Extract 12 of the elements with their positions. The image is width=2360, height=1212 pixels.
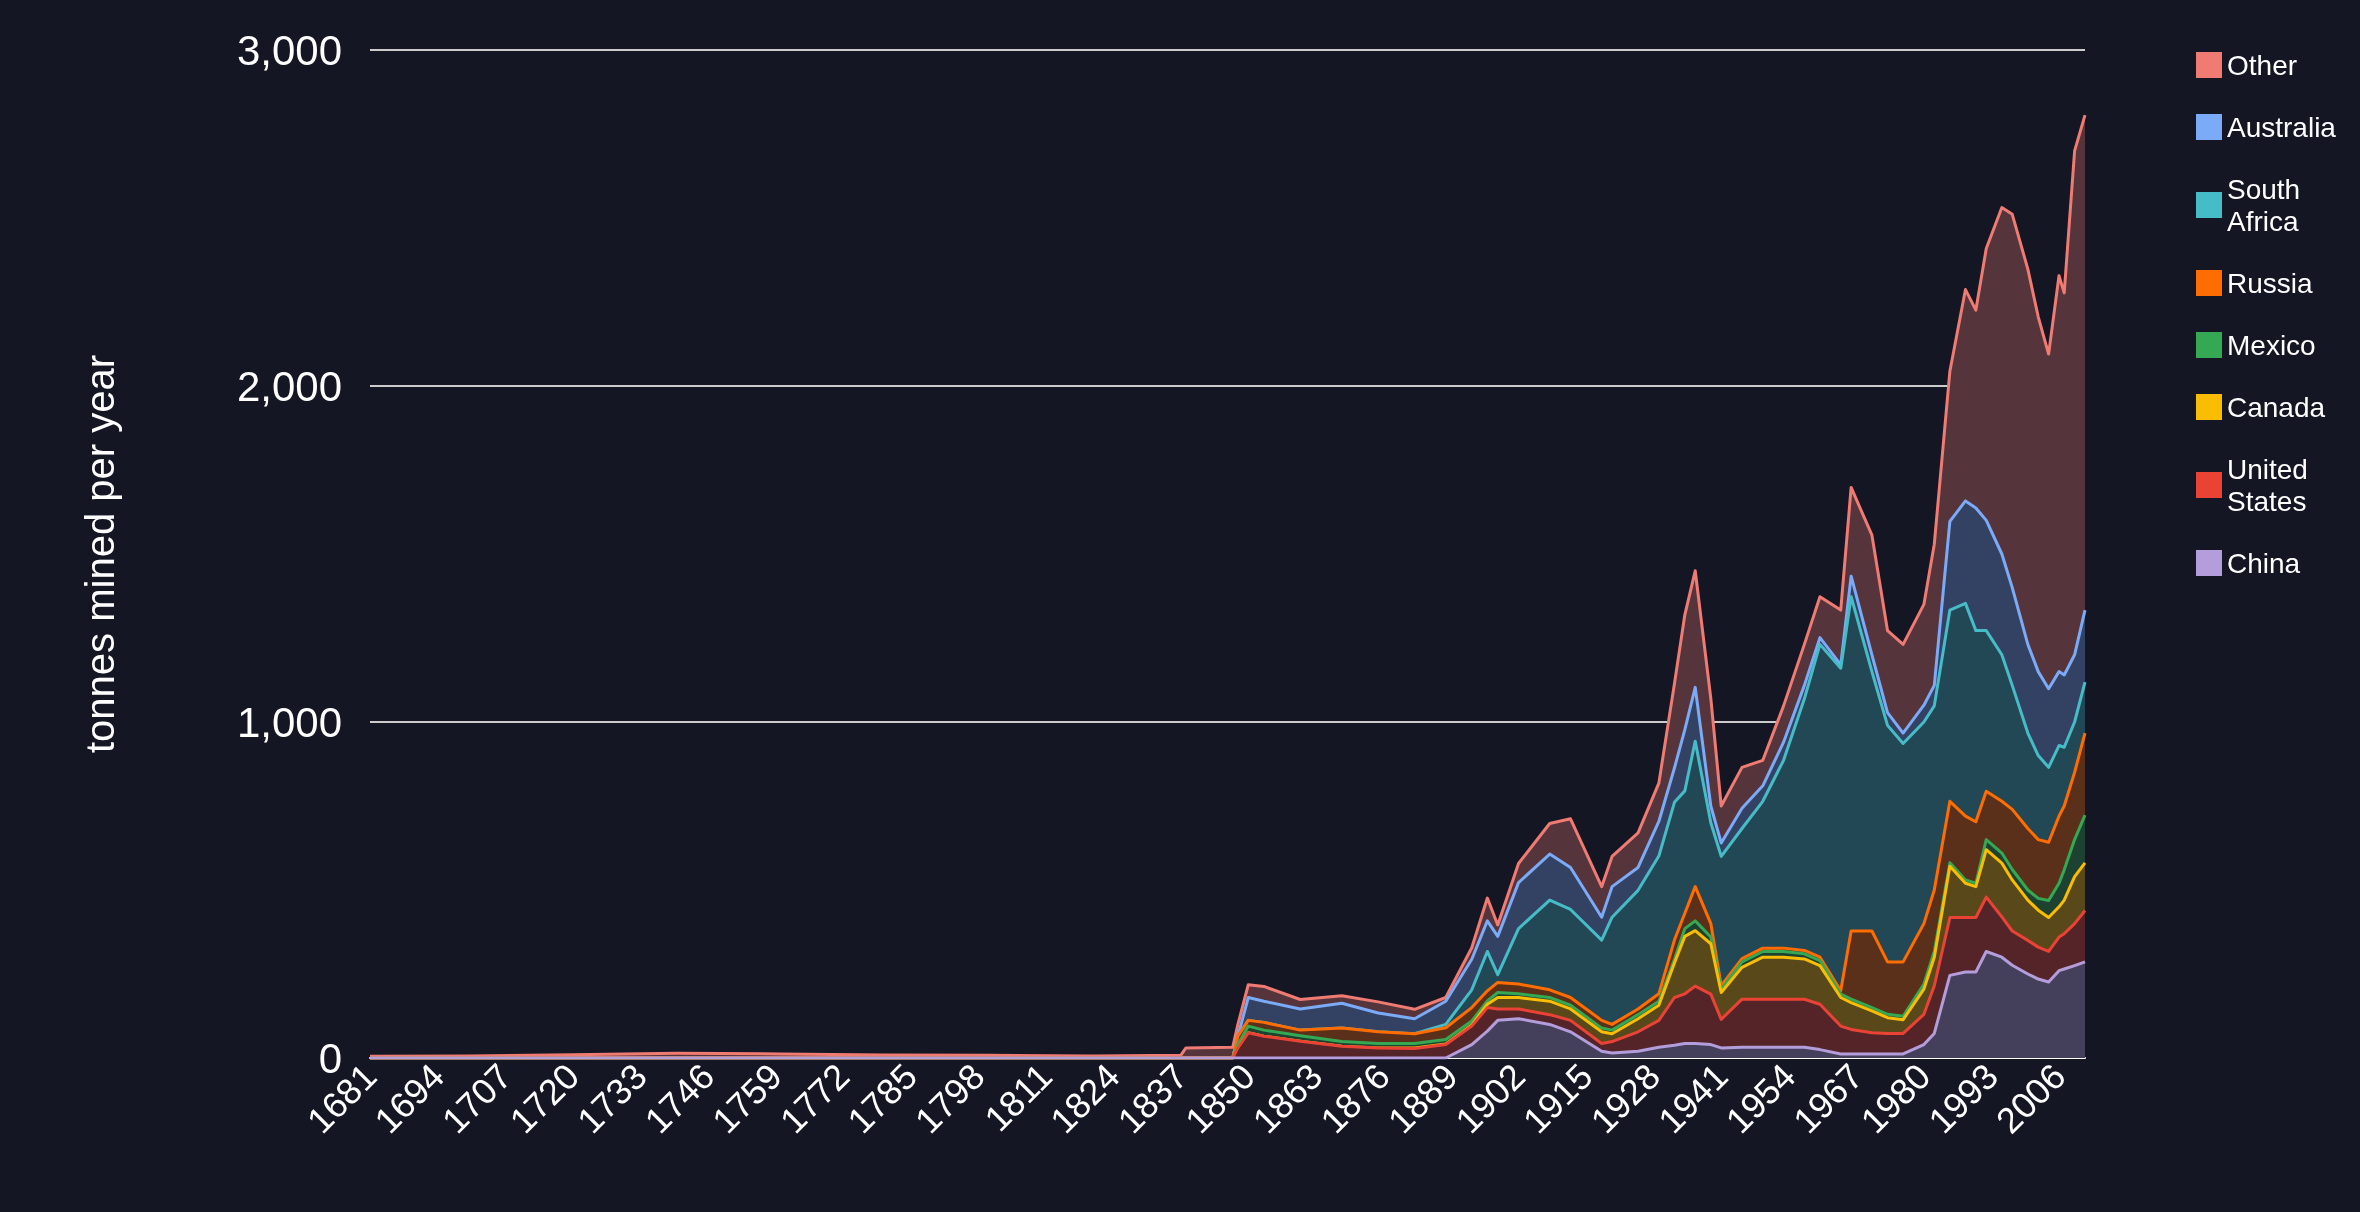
legend-label: Mexico xyxy=(2227,329,2316,361)
y-tick-label: 1,000 xyxy=(236,698,342,746)
y-axis-title: tonnes mined per year xyxy=(78,354,122,754)
legend-label: Canada xyxy=(2227,391,2326,423)
legend-label: China xyxy=(2227,547,2301,579)
legend-label: Other xyxy=(2227,49,2298,81)
y-tick-label: 3,000 xyxy=(236,26,342,74)
legend-label: Australia xyxy=(2227,111,2337,143)
legend-label: South Africa xyxy=(2227,173,2308,237)
y-tick-label: 2,000 xyxy=(236,362,342,410)
legend-label: Russia xyxy=(2227,267,2314,299)
legend-label: United States xyxy=(2227,453,2316,517)
